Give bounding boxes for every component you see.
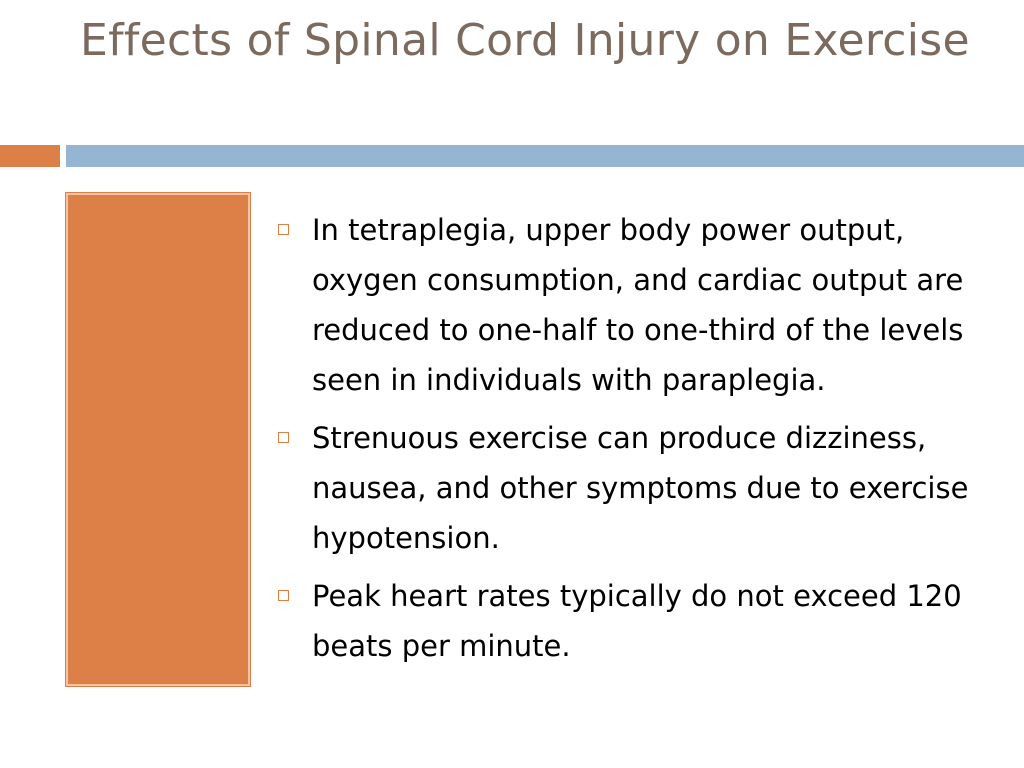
hollow-square-bullet-icon	[278, 224, 289, 235]
orange-accent-bar	[0, 145, 60, 167]
hollow-square-bullet-icon	[278, 432, 289, 443]
orange-side-panel	[65, 192, 251, 687]
bullet-item: In tetraplegia, upper body power output,…	[276, 205, 976, 405]
bullet-item: Strenuous exercise can produce dizziness…	[276, 413, 976, 563]
slide-title: Effects of Spinal Cord Injury on Exercis…	[80, 15, 970, 66]
blue-accent-bar	[66, 145, 1024, 167]
bullet-text: In tetraplegia, upper body power output,…	[312, 213, 964, 397]
hollow-square-bullet-icon	[278, 590, 289, 601]
bullet-text: Strenuous exercise can produce dizziness…	[312, 421, 969, 555]
bullet-text: Peak heart rates typically do not exceed…	[312, 579, 962, 663]
bullet-list: In tetraplegia, upper body power output,…	[276, 205, 976, 679]
bullet-item: Peak heart rates typically do not exceed…	[276, 571, 976, 671]
